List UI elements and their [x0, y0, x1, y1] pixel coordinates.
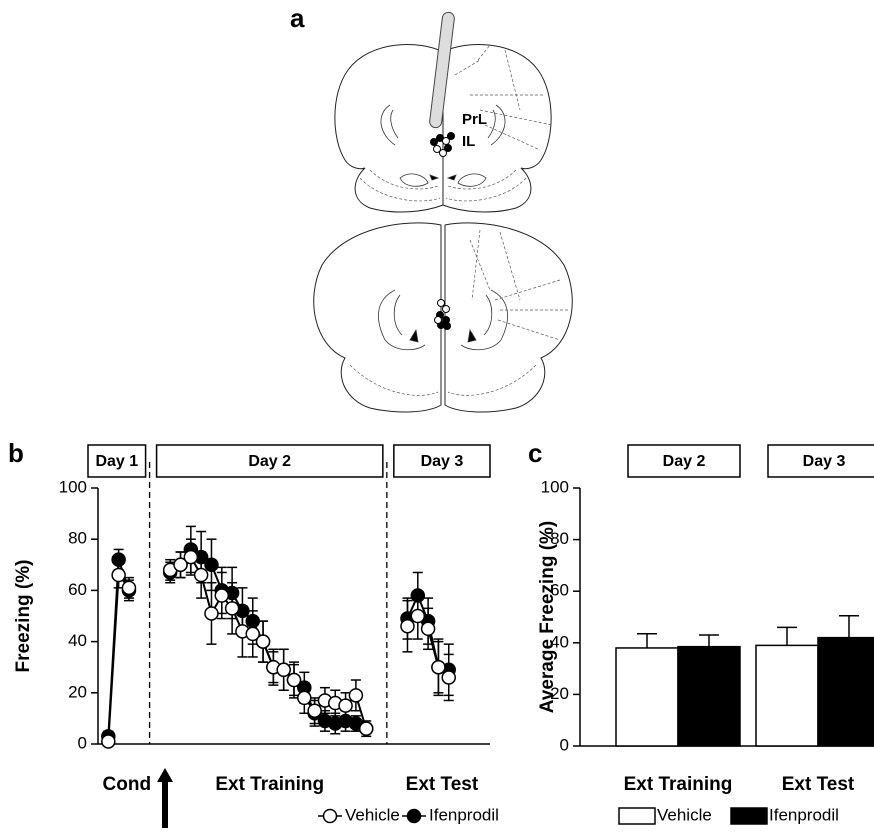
x-tick-label: Ext Training [624, 774, 733, 795]
bar [677, 645, 741, 747]
day-box [627, 444, 741, 478]
y-tick-label: 80 [68, 529, 87, 548]
day-label: Day 3 [803, 453, 846, 470]
region-label: IL [462, 133, 475, 150]
bar [615, 647, 679, 747]
data-point [358, 721, 374, 736]
brain-sections [313, 11, 573, 413]
y-tick-label: 100 [59, 477, 87, 496]
data-point [400, 618, 415, 634]
data-point [441, 670, 456, 685]
legend-swatch [730, 807, 768, 825]
legend-label: Ifenprodil [429, 805, 499, 824]
y-tick-label: 80 [550, 529, 569, 548]
day-label: Day 3 [421, 453, 464, 470]
data-point [297, 690, 312, 706]
data-point [214, 588, 230, 603]
data-point [173, 557, 188, 573]
data-point [183, 549, 199, 565]
y-tick-label: 40 [68, 631, 87, 650]
legend-marker [406, 808, 422, 824]
day-label: Day 2 [248, 453, 291, 470]
region-label: PrL [462, 111, 487, 128]
infusion-arrow [157, 768, 173, 828]
legend-label: Vehicle [345, 805, 400, 824]
data-point [286, 672, 302, 688]
y-tick-label: 0 [78, 733, 87, 752]
data-point [245, 626, 260, 642]
data-point [276, 662, 291, 678]
y-tick-label: 60 [68, 580, 87, 599]
day-label: Day 2 [663, 453, 706, 470]
y-axis-label: Average Freezing (%) [537, 521, 558, 714]
data-point [224, 601, 240, 616]
y-tick-label: 100 [541, 477, 569, 496]
data-point [111, 567, 126, 583]
phase-label: Cond [103, 774, 152, 795]
phase-label: Ext Training [215, 774, 324, 795]
data-point [245, 613, 260, 629]
legend-marker [322, 808, 338, 824]
data-point [101, 734, 116, 749]
bar [755, 644, 819, 747]
day-box [155, 444, 384, 478]
data-point [193, 567, 209, 583]
cannula-placements [430, 132, 455, 330]
legend-label: Ifenprodil [769, 805, 839, 824]
y-tick-label: 60 [550, 581, 569, 600]
data-point [255, 634, 271, 649]
day-box [87, 444, 147, 478]
data-point [420, 621, 436, 637]
legend-label: Vehicle [657, 805, 712, 824]
panel-label: b [8, 438, 24, 468]
data-point [348, 688, 364, 703]
x-tick-label: Ext Test [782, 774, 855, 795]
day-label: Day 1 [95, 453, 138, 470]
data-point [121, 580, 137, 596]
y-tick-label: 20 [68, 682, 87, 701]
data-point [338, 698, 353, 713]
y-axis-label: Freezing (%) [13, 560, 34, 673]
day-box [393, 444, 491, 478]
phase-label: Ext Test [406, 774, 479, 795]
data-point [410, 608, 426, 624]
data-point [410, 588, 426, 603]
legend-swatch [618, 807, 656, 825]
y-tick-label: 20 [550, 684, 569, 703]
day-box [767, 444, 874, 478]
data-point [111, 552, 126, 567]
bar [817, 636, 874, 747]
data-point [204, 557, 219, 573]
panel-label: a [290, 3, 305, 33]
panel-label: c [528, 438, 542, 468]
y-tick-label: 40 [550, 632, 569, 651]
data-point [431, 659, 446, 675]
data-point [204, 606, 219, 621]
data-point [307, 703, 322, 718]
y-tick-label: 0 [560, 735, 569, 754]
